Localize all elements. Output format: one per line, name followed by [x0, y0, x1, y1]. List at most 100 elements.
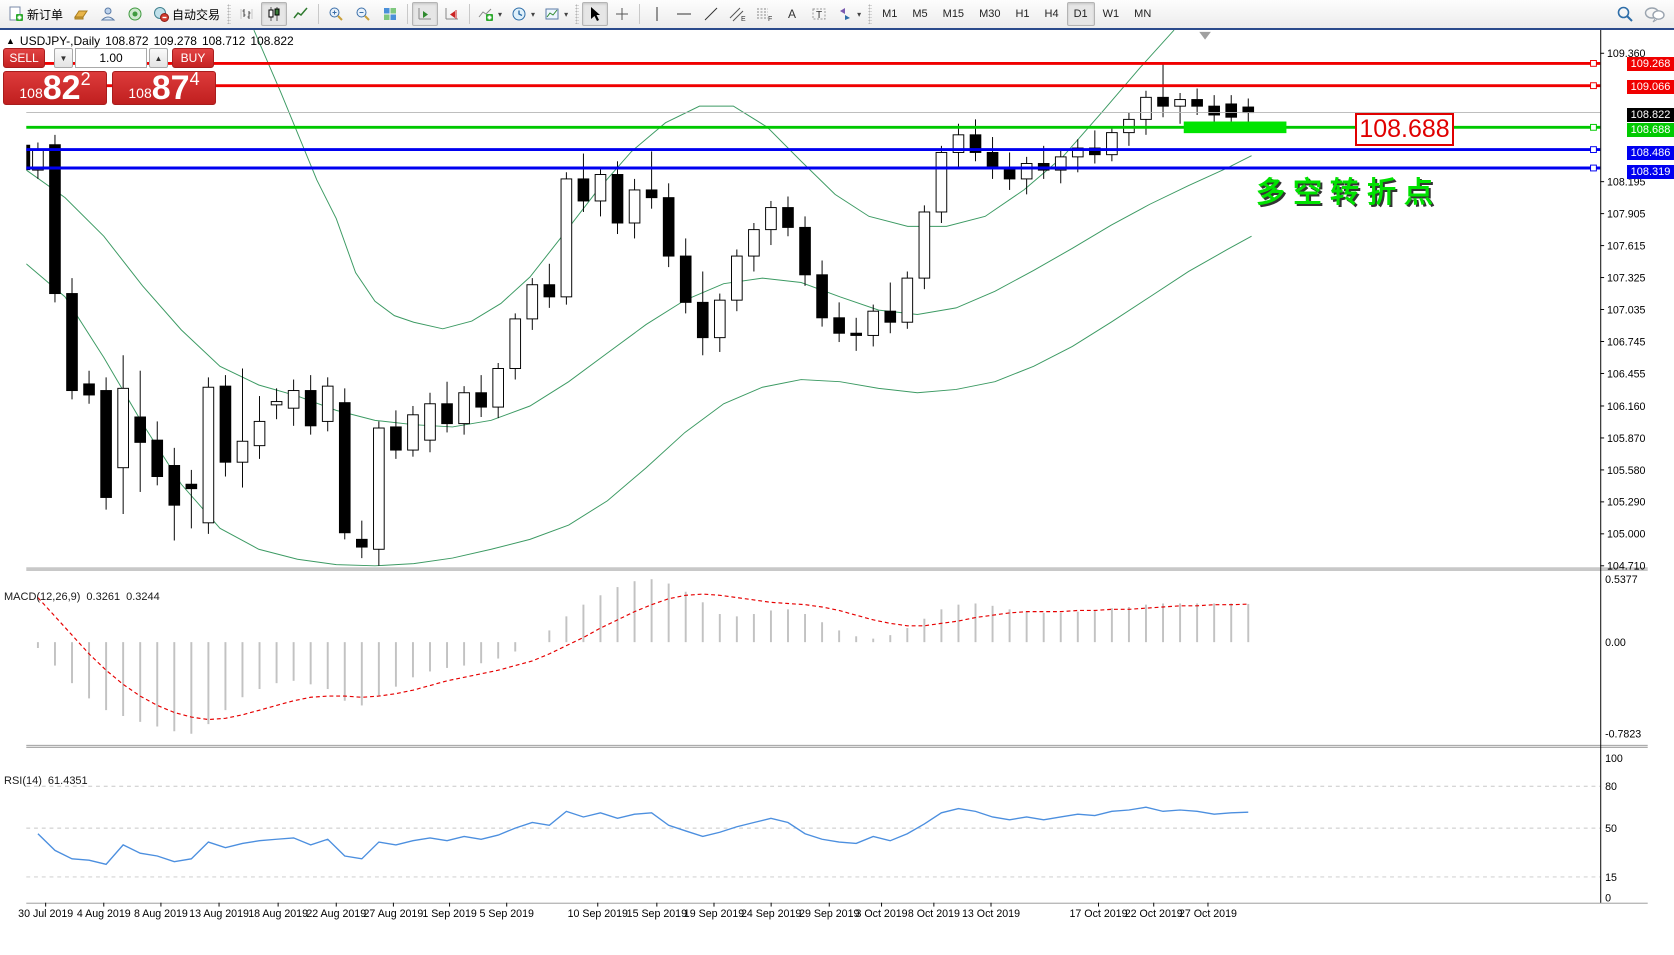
candle	[458, 392, 470, 425]
candle	[901, 277, 914, 323]
horizontal-lines	[26, 60, 1601, 172]
candle	[594, 174, 607, 202]
volume-increase-button[interactable]: ▲	[149, 48, 168, 68]
new-order-button[interactable]: 新订单	[4, 2, 67, 26]
autotrading-button[interactable]: 自动交易	[149, 2, 224, 26]
tab-m1[interactable]: M1	[882, 8, 898, 20]
svg-text:3 Oct 2019: 3 Oct 2019	[856, 908, 908, 920]
tile-windows-button[interactable]	[377, 2, 403, 26]
candle	[1106, 132, 1118, 156]
add-indicator-icon	[478, 8, 494, 21]
svg-text:105.580: 105.580	[1607, 465, 1646, 477]
candle	[100, 390, 112, 498]
candle	[782, 207, 794, 228]
svg-text:106.455: 106.455	[1607, 368, 1646, 380]
ask-sup: 4	[189, 69, 200, 89]
trendline-button[interactable]	[698, 2, 724, 26]
channel-button[interactable]: E	[725, 2, 751, 26]
templates-button[interactable]: ▾	[540, 2, 572, 26]
candle	[662, 197, 675, 257]
tab-m30[interactable]: M30	[979, 8, 1001, 20]
fibonacci-button[interactable]: F	[752, 2, 778, 26]
zoom-out-button[interactable]	[350, 2, 376, 26]
svg-text:1 Sep 2019: 1 Sep 2019	[422, 908, 477, 920]
bid-price-display[interactable]: 108 82 2	[3, 69, 107, 105]
candle	[202, 386, 215, 524]
svg-text:107.035: 107.035	[1607, 304, 1646, 316]
candle	[270, 401, 283, 406]
tab-w1[interactable]: W1	[1102, 8, 1120, 20]
dropdown-arrow-icon: ▾	[531, 9, 536, 19]
svg-text:108.195: 108.195	[1607, 177, 1646, 189]
toolbar-separator	[318, 4, 320, 24]
svg-text:15: 15	[1605, 872, 1617, 884]
text-icon: A	[788, 7, 796, 21]
tab-d1[interactable]: D1	[1066, 2, 1095, 26]
svg-text:105.000: 105.000	[1607, 529, 1646, 541]
text-button[interactable]: A	[779, 2, 805, 26]
bid-sup: 2	[80, 69, 91, 89]
tab-m15[interactable]: M15	[942, 8, 965, 20]
candle	[66, 293, 78, 392]
rsi-label-row: RSI(14) 61.4351	[4, 775, 88, 787]
volume-decrease-button[interactable]: ▼	[54, 48, 73, 68]
chart-area[interactable]: 109.360 108.195 107.905 107.615 107.325 107.0…	[0, 30, 1674, 955]
svg-text:105.290: 105.290	[1607, 497, 1646, 509]
tab-h4[interactable]: H4	[1044, 8, 1059, 20]
candle	[83, 383, 95, 396]
cn-annotation-label[interactable]: 多空转折点	[1256, 177, 1442, 209]
arrows-button[interactable]: ▾	[833, 2, 865, 26]
buy-button[interactable]: BUY	[172, 48, 214, 68]
toolbar-grip	[868, 4, 873, 24]
tab-h1[interactable]: H1	[1015, 8, 1030, 20]
svg-text:30 Jul 2019: 30 Jul 2019	[18, 908, 73, 920]
ask-price-display[interactable]: 108 87 4	[112, 69, 216, 105]
svg-text:15 Sep 2019: 15 Sep 2019	[627, 908, 687, 920]
candle	[1054, 156, 1067, 171]
svg-text:13 Oct 2019: 13 Oct 2019	[962, 908, 1020, 920]
chart-shift-button[interactable]	[439, 2, 465, 26]
dropdown-arrow-icon: ▾	[498, 9, 503, 19]
svg-text:104.710: 104.710	[1607, 561, 1646, 573]
periods-button[interactable]: ▾	[507, 2, 539, 26]
chart-title: ▲ USDJPY-,Daily 108.872 109.278 108.712 …	[6, 34, 294, 48]
signals-button[interactable]	[122, 2, 148, 26]
chat-icon[interactable]	[1644, 5, 1666, 23]
history-button[interactable]	[68, 2, 94, 26]
price-annotation-box[interactable]: 108.688	[1355, 113, 1454, 146]
tab-m5[interactable]: M5	[912, 8, 928, 20]
volume-input[interactable]	[75, 48, 147, 68]
dropdown-arrow-icon: ▾	[564, 9, 569, 19]
toolbar-grip	[227, 4, 232, 24]
bar-chart-button[interactable]	[234, 2, 260, 26]
vertical-line-button[interactable]	[644, 2, 670, 26]
candle-edge	[26, 144, 31, 171]
add-indicator-button[interactable]: ▾	[474, 2, 506, 26]
chart-canvas[interactable]: 109.360 108.195 107.905 107.615 107.325 107.0…	[0, 30, 1674, 955]
crosshair-icon	[616, 8, 629, 20]
svg-text:13 Aug 2019: 13 Aug 2019	[189, 908, 249, 920]
sell-button[interactable]: SELL	[3, 48, 45, 68]
candle	[355, 538, 368, 548]
bollinger-middle	[26, 155, 1252, 428]
candle	[884, 310, 897, 323]
line-chart-button[interactable]	[288, 2, 314, 26]
tab-mn[interactable]: MN	[1134, 8, 1152, 20]
profile-button[interactable]	[95, 2, 121, 26]
auto-scroll-button[interactable]	[412, 2, 439, 26]
candle-chart-button[interactable]	[261, 2, 288, 26]
text-label-button[interactable]: T	[806, 2, 832, 26]
cursor-button[interactable]	[582, 2, 609, 26]
price-axis: 109.360 108.195 107.905 107.615 107.325 107.0…	[1600, 48, 1646, 905]
candle	[475, 392, 487, 408]
svg-text:109.360: 109.360	[1607, 48, 1646, 60]
candle	[1225, 103, 1238, 118]
crosshair-button[interactable]	[609, 2, 635, 26]
zoom-in-button[interactable]	[323, 2, 349, 26]
candle	[696, 301, 709, 339]
collapse-icon[interactable]: ▲	[6, 36, 15, 46]
history-gold-icon	[74, 10, 88, 20]
toolbar-separator	[469, 4, 471, 24]
horizontal-line-button[interactable]	[671, 2, 697, 26]
search-icon[interactable]	[1616, 5, 1634, 23]
